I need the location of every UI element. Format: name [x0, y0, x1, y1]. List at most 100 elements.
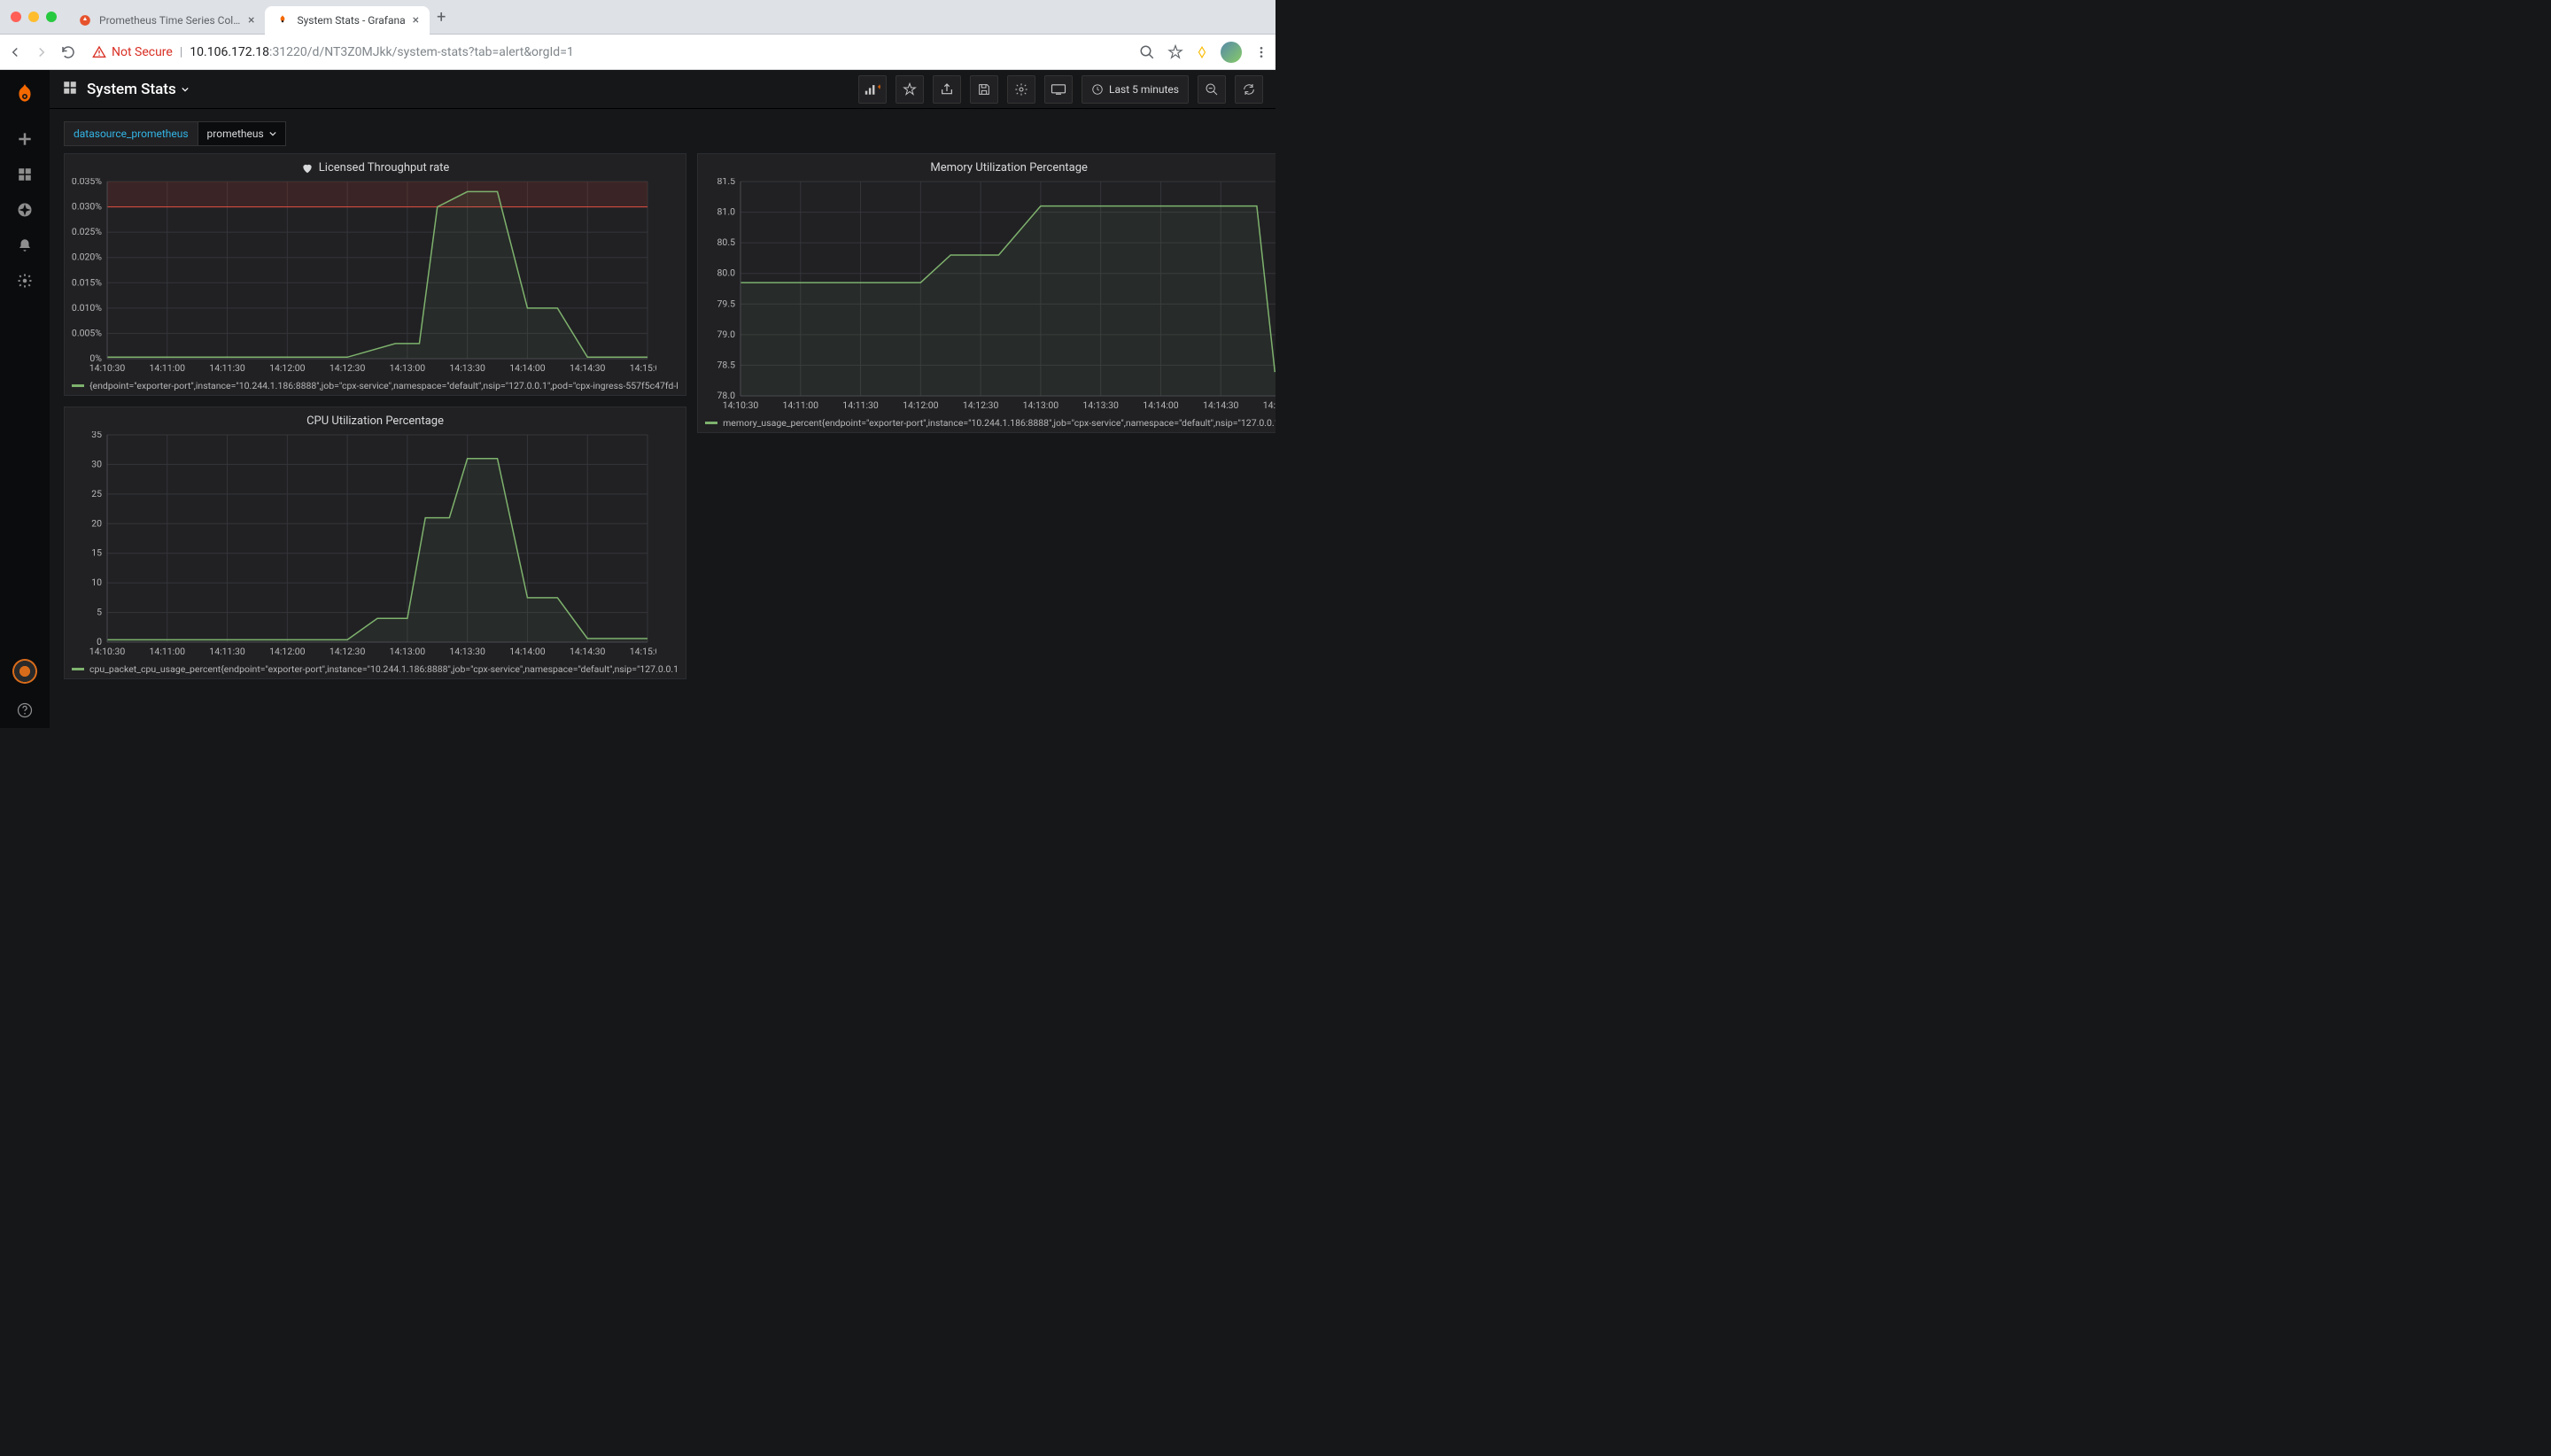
- star-button[interactable]: [896, 75, 924, 104]
- variable-label: datasource_prometheus: [64, 121, 198, 146]
- svg-text:14:12:00: 14:12:00: [903, 399, 939, 411]
- add-panel-button[interactable]: +: [858, 75, 887, 104]
- svg-text:79.0: 79.0: [717, 329, 736, 340]
- svg-text:14:12:00: 14:12:00: [269, 362, 306, 374]
- profile-avatar[interactable]: [1221, 42, 1242, 63]
- clock-icon: [1091, 83, 1104, 96]
- svg-text:14:14:30: 14:14:30: [570, 646, 606, 657]
- svg-text:80.5: 80.5: [717, 236, 736, 248]
- svg-text:0.035%: 0.035%: [72, 178, 102, 187]
- svg-text:14:13:00: 14:13:00: [390, 646, 426, 657]
- tab-title: Prometheus Time Series Collec: [99, 14, 241, 27]
- svg-text:30: 30: [91, 458, 102, 469]
- legend-text: {endpoint="exporter-port",instance="10.2…: [89, 380, 678, 391]
- tab-close-icon[interactable]: ×: [248, 13, 254, 27]
- svg-text:0.010%: 0.010%: [72, 302, 102, 314]
- user-avatar[interactable]: [12, 659, 37, 684]
- svg-text:14:11:30: 14:11:30: [209, 362, 245, 374]
- svg-text:14:12:30: 14:12:30: [330, 646, 366, 657]
- extension-icon[interactable]: [1196, 46, 1208, 58]
- svg-text:14:12:30: 14:12:30: [330, 362, 366, 374]
- svg-text:14:14:00: 14:14:00: [509, 362, 546, 374]
- bookmark-icon[interactable]: [1167, 44, 1183, 60]
- svg-text:14:14:00: 14:14:00: [509, 646, 546, 657]
- svg-text:15: 15: [91, 547, 102, 559]
- tab-close-icon[interactable]: ×: [413, 13, 419, 27]
- legend-swatch: [72, 384, 84, 387]
- svg-text:0.030%: 0.030%: [72, 201, 102, 213]
- refresh-button[interactable]: [1235, 75, 1263, 104]
- security-warning: Not Secure: [92, 45, 173, 59]
- dashboards-button[interactable]: [7, 157, 43, 192]
- save-button[interactable]: [970, 75, 998, 104]
- tab-grafana[interactable]: System Stats - Grafana ×: [265, 6, 430, 35]
- svg-text:14:11:30: 14:11:30: [209, 646, 245, 657]
- time-range-picker[interactable]: Last 5 minutes: [1082, 75, 1189, 104]
- heart-icon: [301, 162, 314, 174]
- svg-text:14:10:30: 14:10:30: [89, 362, 126, 374]
- svg-text:10: 10: [91, 577, 102, 588]
- legend-swatch: [705, 422, 717, 424]
- explore-button[interactable]: [7, 192, 43, 228]
- template-variables: datasource_prometheus prometheus: [50, 109, 1276, 153]
- panel-title-text: Memory Utilization Percentage: [930, 161, 1088, 174]
- legend-swatch: [72, 668, 84, 670]
- zoom-icon[interactable]: [1139, 44, 1155, 60]
- configuration-button[interactable]: [7, 263, 43, 298]
- maximize-window[interactable]: [46, 12, 57, 22]
- chart-memory: 78.078.579.079.580.080.581.081.514:10:30…: [698, 178, 1276, 415]
- svg-text:14:14:30: 14:14:30: [570, 362, 606, 374]
- alerting-button[interactable]: [7, 228, 43, 263]
- svg-text:14:11:00: 14:11:00: [150, 646, 186, 657]
- panel-cpu[interactable]: CPU Utilization Percentage 0510152025303…: [64, 407, 686, 679]
- menu-icon[interactable]: [1254, 45, 1268, 59]
- svg-text:14:13:30: 14:13:30: [1083, 399, 1120, 411]
- svg-text:81.0: 81.0: [717, 206, 736, 218]
- grafana-logo[interactable]: [12, 82, 38, 109]
- zoom-out-button[interactable]: [1198, 75, 1226, 104]
- svg-text:14:13:00: 14:13:00: [1023, 399, 1059, 411]
- close-window[interactable]: [11, 12, 21, 22]
- svg-text:14:13:30: 14:13:30: [449, 362, 485, 374]
- svg-text:14:15:00: 14:15:00: [630, 362, 656, 374]
- dashboard-grid-icon[interactable]: [62, 80, 78, 99]
- help-button[interactable]: [7, 693, 43, 728]
- forward-button[interactable]: [34, 44, 50, 60]
- minimize-window[interactable]: [28, 12, 39, 22]
- svg-text:14:11:00: 14:11:00: [783, 399, 819, 411]
- back-button[interactable]: [7, 44, 23, 60]
- panel-title-text: CPU Utilization Percentage: [306, 414, 444, 428]
- svg-text:+: +: [878, 83, 880, 91]
- dashboard-title[interactable]: System Stats: [87, 81, 189, 98]
- svg-text:0.025%: 0.025%: [72, 226, 102, 237]
- tab-prometheus[interactable]: Prometheus Time Series Collec ×: [67, 6, 265, 35]
- panel-throughput[interactable]: Licensed Throughput rate 0%0.005%0.010%0…: [64, 153, 686, 396]
- svg-text:25: 25: [91, 488, 102, 500]
- chart-cpu: 0510152025303514:10:3014:11:0014:11:3014…: [65, 431, 656, 662]
- new-tab-button[interactable]: +: [437, 8, 446, 27]
- svg-text:0.015%: 0.015%: [72, 276, 102, 288]
- chevron-down-icon: [269, 130, 276, 137]
- grafana-icon: [275, 13, 290, 27]
- svg-text:0.005%: 0.005%: [72, 327, 102, 338]
- address-bar[interactable]: Not Secure | 10.106.172.18:31220/d/NT3Z0…: [87, 45, 1128, 59]
- add-button[interactable]: [7, 121, 43, 157]
- panel-title-text: Licensed Throughput rate: [319, 161, 450, 174]
- svg-text:14:15:00: 14:15:00: [1263, 399, 1276, 411]
- legend-text: cpu_packet_cpu_usage_percent{endpoint="e…: [89, 663, 678, 675]
- cycle-view-button[interactable]: [1044, 75, 1073, 104]
- prometheus-icon: [78, 13, 92, 27]
- svg-text:14:13:30: 14:13:30: [449, 646, 485, 657]
- settings-button[interactable]: [1007, 75, 1035, 104]
- reload-button[interactable]: [60, 44, 76, 60]
- share-button[interactable]: [933, 75, 961, 104]
- panel-memory[interactable]: Memory Utilization Percentage 78.078.579…: [697, 153, 1276, 433]
- svg-text:20: 20: [91, 517, 102, 529]
- svg-text:14:11:00: 14:11:00: [150, 362, 186, 374]
- url-path: /d/NT3Z0MJkk/system-stats?tab=alert&orgI…: [307, 45, 574, 59]
- svg-text:5: 5: [97, 607, 102, 618]
- variable-dropdown[interactable]: prometheus: [198, 121, 286, 146]
- browser-tab-strip: Prometheus Time Series Collec × System S…: [0, 0, 1276, 35]
- variable-value: prometheus: [207, 128, 264, 140]
- url-host: 10.106.172.18: [190, 45, 269, 59]
